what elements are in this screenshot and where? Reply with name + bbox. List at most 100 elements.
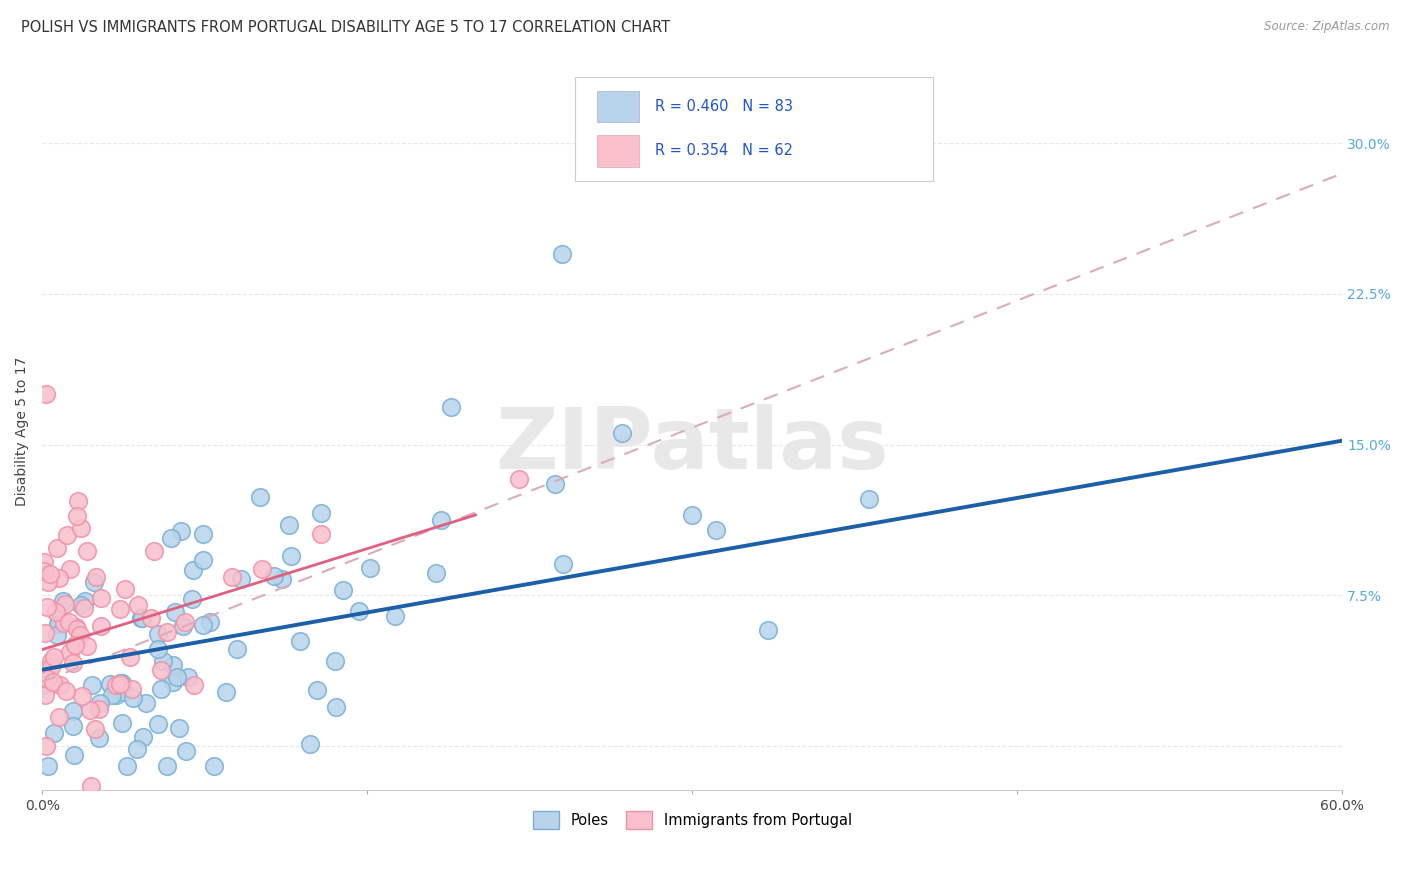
Point bbox=[309, 506, 332, 520]
Point bbox=[39, 654, 62, 668]
Point bbox=[167, 722, 190, 736]
Point bbox=[139, 610, 162, 624]
Point bbox=[65, 622, 87, 636]
Point bbox=[198, 615, 221, 630]
Point bbox=[37, 574, 59, 589]
Point bbox=[105, 678, 128, 692]
Point bbox=[42, 649, 65, 664]
Point bbox=[332, 583, 354, 598]
Text: ZIPatlas: ZIPatlas bbox=[495, 404, 889, 487]
Point bbox=[39, 659, 62, 673]
Point bbox=[551, 557, 574, 571]
Point bbox=[176, 743, 198, 757]
Point bbox=[359, 561, 381, 575]
Point bbox=[76, 543, 98, 558]
Point bbox=[66, 509, 89, 524]
Point bbox=[37, 673, 59, 687]
Point bbox=[156, 625, 179, 640]
Point bbox=[112, 684, 135, 698]
Point bbox=[108, 677, 131, 691]
Point bbox=[110, 602, 132, 616]
Point bbox=[70, 521, 93, 535]
Point bbox=[48, 571, 70, 585]
Point bbox=[425, 566, 447, 581]
Point bbox=[111, 676, 134, 690]
Point bbox=[75, 594, 97, 608]
Point bbox=[166, 670, 188, 684]
Point bbox=[80, 678, 103, 692]
Point bbox=[84, 570, 107, 584]
Point bbox=[162, 658, 184, 673]
Point bbox=[152, 654, 174, 668]
Point bbox=[70, 690, 93, 704]
Point bbox=[430, 513, 453, 527]
Point bbox=[280, 549, 302, 563]
Point bbox=[69, 628, 91, 642]
FancyBboxPatch shape bbox=[598, 90, 638, 122]
Point bbox=[131, 611, 153, 625]
Point bbox=[307, 683, 329, 698]
Point bbox=[59, 561, 82, 575]
Point bbox=[111, 716, 134, 731]
Point bbox=[65, 619, 87, 633]
Point bbox=[115, 759, 138, 773]
Point bbox=[31, 677, 53, 691]
Point bbox=[309, 526, 332, 541]
Point bbox=[129, 611, 152, 625]
Point bbox=[39, 567, 62, 582]
Point bbox=[49, 678, 72, 692]
Point bbox=[225, 642, 247, 657]
Text: Source: ZipAtlas.com: Source: ZipAtlas.com bbox=[1264, 20, 1389, 33]
Point bbox=[858, 492, 880, 507]
Text: R = 0.354   N = 62: R = 0.354 N = 62 bbox=[655, 144, 793, 159]
Point bbox=[325, 699, 347, 714]
Point bbox=[101, 688, 124, 702]
Point bbox=[249, 490, 271, 504]
Point bbox=[270, 572, 292, 586]
Point bbox=[150, 681, 173, 696]
Point bbox=[544, 476, 567, 491]
Point bbox=[80, 779, 103, 793]
Point bbox=[551, 247, 574, 261]
Point bbox=[277, 518, 299, 533]
Point bbox=[32, 564, 55, 578]
Point bbox=[35, 739, 58, 753]
Point bbox=[108, 675, 131, 690]
Point bbox=[63, 638, 86, 652]
Point bbox=[45, 605, 67, 619]
Point bbox=[34, 688, 56, 702]
Point bbox=[191, 617, 214, 632]
Point bbox=[127, 598, 149, 612]
Point bbox=[148, 642, 170, 657]
Point bbox=[70, 598, 93, 612]
Point bbox=[349, 604, 371, 618]
Point bbox=[146, 627, 169, 641]
Point bbox=[42, 674, 65, 689]
Point bbox=[298, 737, 321, 751]
Point bbox=[148, 717, 170, 731]
Point bbox=[59, 645, 82, 659]
Point bbox=[135, 696, 157, 710]
Point bbox=[132, 731, 155, 745]
Point bbox=[440, 400, 463, 414]
Point bbox=[89, 701, 111, 715]
Point bbox=[62, 705, 84, 719]
Point bbox=[35, 599, 58, 614]
Point bbox=[165, 605, 187, 619]
Point bbox=[48, 617, 70, 632]
Point bbox=[63, 748, 86, 763]
Point bbox=[681, 508, 703, 523]
Point bbox=[125, 742, 148, 756]
Point bbox=[34, 625, 56, 640]
Point bbox=[83, 722, 105, 736]
Point bbox=[659, 156, 682, 170]
Text: POLISH VS IMMIGRANTS FROM PORTUGAL DISABILITY AGE 5 TO 17 CORRELATION CHART: POLISH VS IMMIGRANTS FROM PORTUGAL DISAB… bbox=[21, 20, 671, 35]
Point bbox=[122, 691, 145, 706]
Point bbox=[34, 555, 56, 569]
Point bbox=[46, 628, 69, 642]
Point bbox=[384, 608, 406, 623]
Point bbox=[55, 528, 77, 542]
Point bbox=[172, 618, 194, 632]
Point bbox=[72, 601, 94, 615]
Point bbox=[706, 523, 728, 537]
